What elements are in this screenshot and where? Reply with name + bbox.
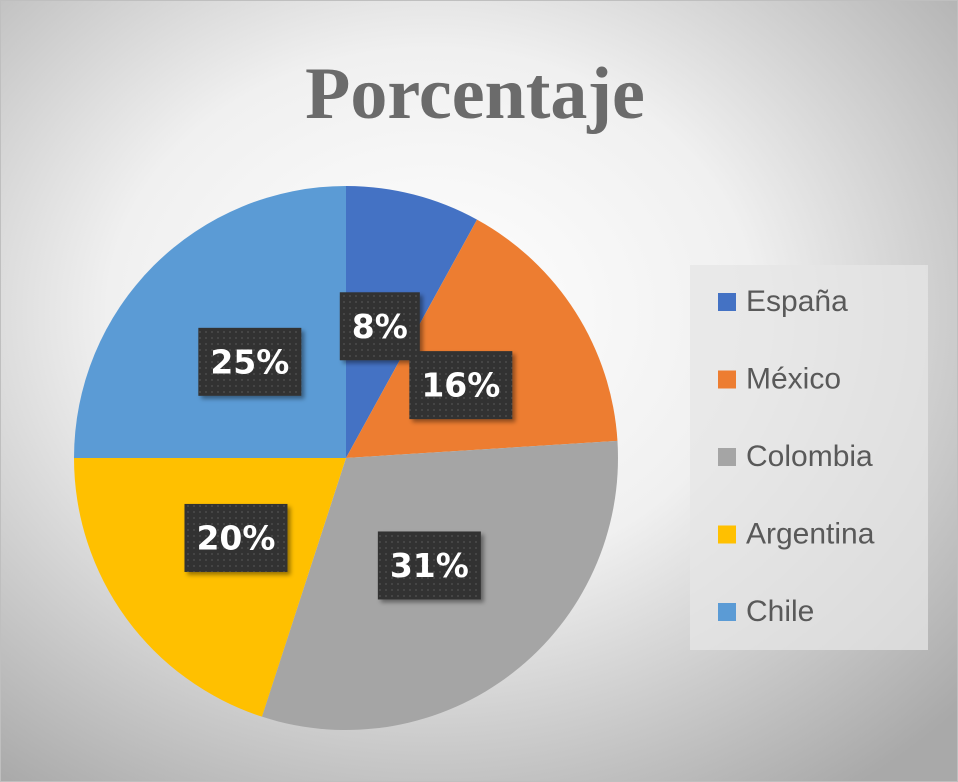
data-label: 31% (377, 531, 481, 600)
data-label-box (409, 351, 513, 420)
data-label-text: 31% (390, 546, 469, 585)
chart-title: Porcentaje (305, 53, 645, 135)
data-label-text: 25% (210, 342, 289, 381)
data-label-box (198, 327, 302, 396)
data-label: 25% (198, 327, 302, 396)
data-label: 8% (339, 292, 420, 361)
data-label: 20% (184, 503, 288, 572)
legend-label: Colombia (746, 440, 873, 473)
legend-swatch (718, 603, 736, 621)
legend-label: México (746, 362, 841, 395)
data-label-text: 20% (196, 518, 275, 557)
pie (74, 186, 618, 730)
legend-label: España (746, 285, 848, 318)
data-label-box (339, 292, 420, 361)
data-label-text: 16% (421, 366, 500, 405)
data-labels: 8% 16% 31% 20% 25% (184, 292, 513, 600)
legend-swatch (718, 293, 736, 311)
data-label-text: 8% (352, 307, 408, 346)
data-label-box (184, 503, 288, 572)
legend-label: Chile (746, 595, 814, 628)
data-label-box (377, 531, 481, 600)
data-label: 16% (409, 351, 513, 420)
legend-entries: España México Colombia Argentina Chile (718, 285, 875, 628)
legend-swatch (718, 448, 736, 466)
legend-swatch (718, 370, 736, 389)
legend-label: Argentina (746, 517, 875, 550)
legend-swatch (718, 525, 736, 544)
